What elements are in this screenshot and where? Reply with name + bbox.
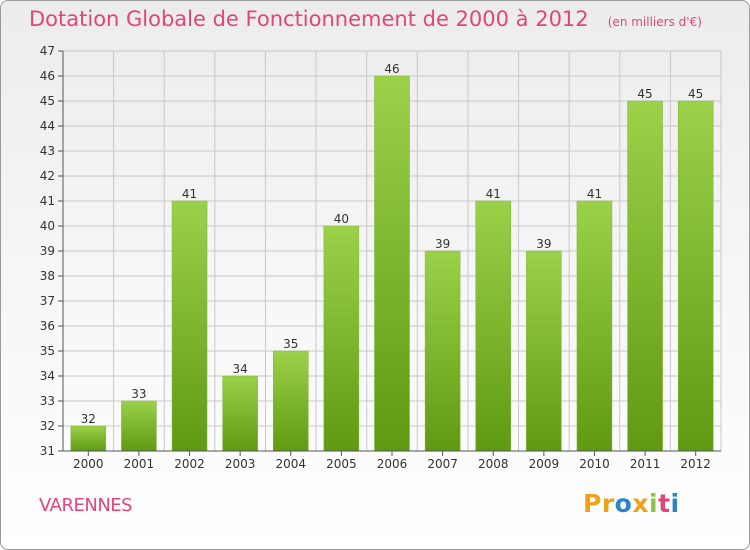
data-label: 40	[334, 212, 349, 226]
data-label: 45	[637, 87, 652, 101]
logo-letter: o	[614, 489, 633, 518]
data-label: 34	[233, 362, 248, 376]
bar[interactable]	[576, 200, 613, 452]
y-tick-label: 31	[40, 444, 55, 458]
x-tick-label: 2012	[680, 457, 711, 471]
bar[interactable]	[677, 100, 714, 452]
y-tick-label: 34	[40, 369, 55, 383]
y-tick-label: 47	[40, 44, 55, 58]
bar[interactable]	[121, 400, 157, 452]
bar[interactable]	[374, 75, 410, 452]
x-tick-label: 2000	[73, 457, 104, 471]
x-tick-label: 2003	[225, 457, 256, 471]
data-label: 41	[182, 187, 197, 201]
bars	[70, 75, 714, 452]
x-tick-label: 2008	[478, 457, 509, 471]
x-tick-label: 2009	[529, 457, 560, 471]
y-tick-label: 38	[40, 269, 55, 283]
logo-letter: i	[670, 489, 680, 518]
y-tick-label: 32	[40, 419, 55, 433]
y-tick-label: 36	[40, 319, 55, 333]
y-tick-label: 37	[40, 294, 55, 308]
data-label: 41	[587, 187, 602, 201]
data-label: 39	[435, 237, 450, 251]
bar[interactable]	[323, 225, 360, 452]
bar[interactable]	[475, 200, 511, 452]
bar[interactable]	[70, 425, 107, 452]
x-tick-label: 2004	[275, 457, 306, 471]
data-label: 46	[384, 62, 399, 76]
data-label: 45	[688, 87, 703, 101]
proxiti-logo[interactable]: Proxiti	[583, 489, 680, 518]
data-label: 32	[81, 412, 96, 426]
y-tick-label: 45	[40, 94, 55, 108]
bar[interactable]	[627, 100, 663, 452]
chart-title: Dotation Globale de Fonctionnement de 20…	[29, 7, 589, 31]
logo-letter: P	[583, 489, 602, 518]
logo-letter: x	[632, 489, 649, 518]
y-tick-label: 42	[40, 169, 55, 183]
title-row: Dotation Globale de Fonctionnement de 20…	[29, 7, 702, 31]
x-tick-label: 2010	[579, 457, 610, 471]
bar[interactable]	[222, 375, 258, 452]
x-tick-label: 2011	[630, 457, 661, 471]
logo-letter: r	[601, 489, 615, 518]
x-tick-label: 2005	[326, 457, 357, 471]
data-label: 35	[283, 337, 298, 351]
y-tick-label: 39	[40, 244, 55, 258]
data-label: 39	[536, 237, 551, 251]
x-tick-label: 2002	[174, 457, 205, 471]
y-tick-label: 40	[40, 219, 55, 233]
y-tick-label: 44	[40, 119, 55, 133]
y-tick-label: 43	[40, 144, 55, 158]
y-tick-label: 41	[40, 194, 55, 208]
chart-subtitle: (en milliers d'€)	[607, 15, 702, 29]
y-tick-label: 33	[40, 394, 55, 408]
x-tick-label: 2007	[427, 457, 458, 471]
logo-letter: i	[649, 489, 659, 518]
x-tick-label: 2006	[377, 457, 408, 471]
y-tick-label: 35	[40, 344, 55, 358]
x-tick-label: 2001	[124, 457, 155, 471]
y-tick-label: 46	[40, 69, 55, 83]
bar[interactable]	[171, 200, 208, 452]
bar[interactable]	[424, 250, 461, 452]
axes: 31 32 33 34 35 36 37 38 39 40 41 42 43 44 45 46 47 2000 20…	[40, 44, 721, 471]
logo-letter: t	[658, 489, 671, 518]
data-label: 41	[486, 187, 501, 201]
bar[interactable]	[526, 250, 562, 452]
data-label: 33	[131, 387, 146, 401]
data-labels: 32 33 41 34 35 40 46 39 41 39 41 45 45	[81, 62, 704, 426]
bar[interactable]	[273, 350, 309, 452]
place-name: VARENNES	[39, 495, 133, 516]
